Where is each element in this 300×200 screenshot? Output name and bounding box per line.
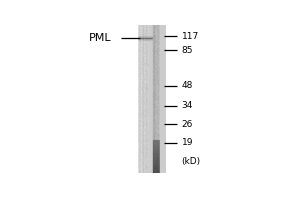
Text: 117: 117 (182, 32, 199, 41)
Text: 19: 19 (182, 138, 193, 147)
Text: 34: 34 (182, 101, 193, 110)
Text: (kD): (kD) (182, 157, 201, 166)
Text: 26: 26 (182, 120, 193, 129)
Text: 85: 85 (182, 46, 193, 55)
Text: 48: 48 (182, 81, 193, 90)
Text: PML: PML (89, 33, 111, 43)
